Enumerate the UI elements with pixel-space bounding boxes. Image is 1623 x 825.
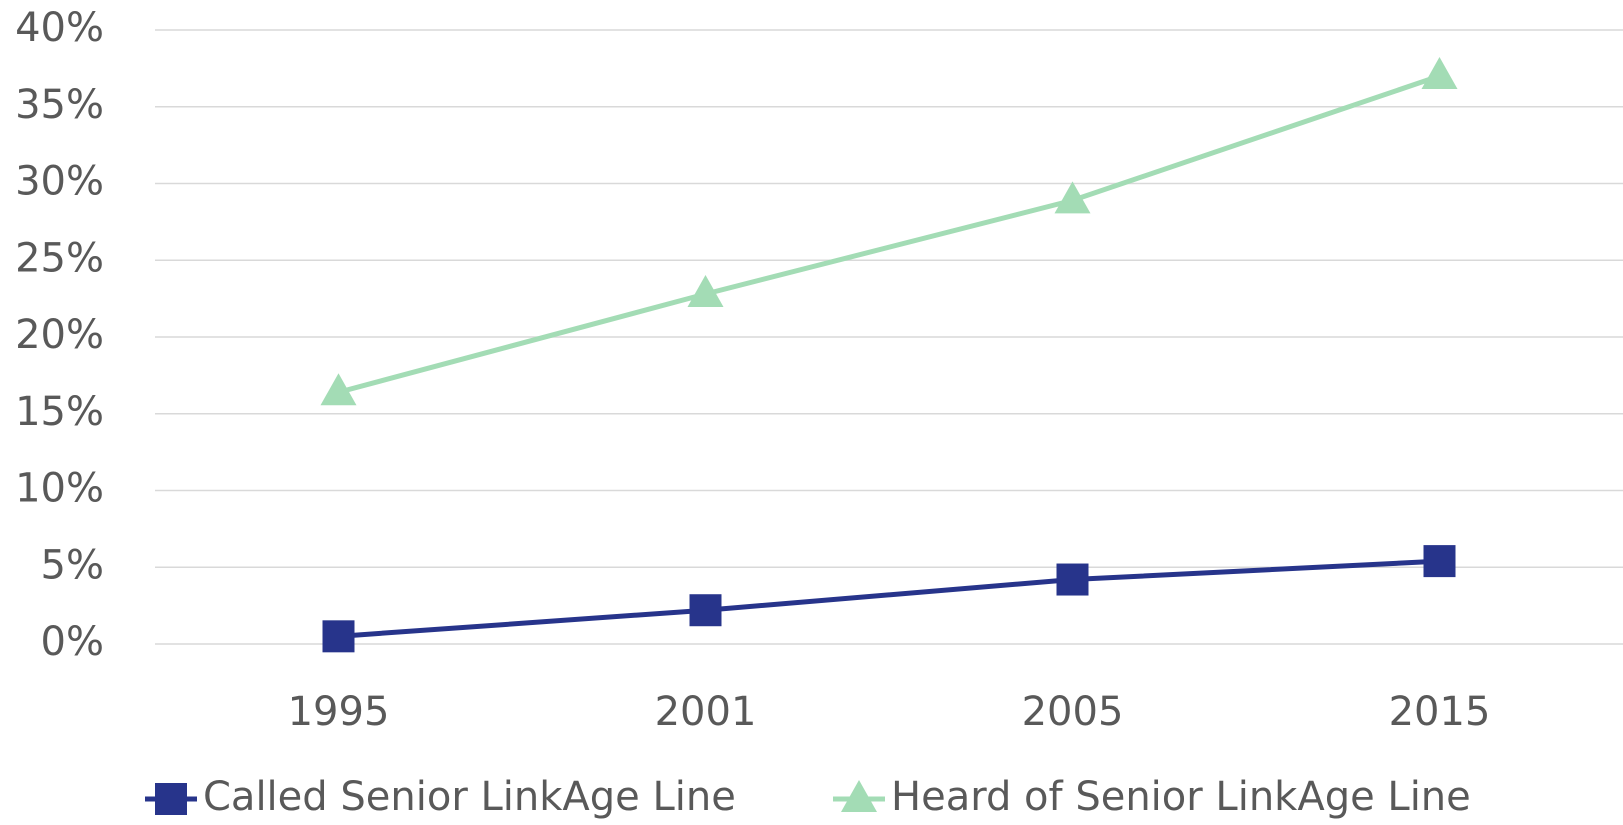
y-tick-label: 20% <box>15 312 104 358</box>
marker <box>322 620 355 653</box>
x-tick-label: 2001 <box>655 689 757 735</box>
y-tick-label: 5% <box>41 542 104 588</box>
marker <box>1423 545 1456 578</box>
marker <box>841 780 877 812</box>
marker <box>1054 181 1091 214</box>
marker <box>320 373 357 406</box>
x-tick-label: 2005 <box>1022 689 1124 735</box>
x-tick-label: 1995 <box>288 689 390 735</box>
y-tick-label: 35% <box>15 82 104 128</box>
y-tick-label: 30% <box>15 159 104 205</box>
legend-label: Heard of Senior LinkAge Line <box>891 774 1471 820</box>
marker <box>687 275 724 308</box>
y-tick-label: 10% <box>15 466 104 512</box>
y-tick-label: 15% <box>15 389 104 435</box>
series-line <box>338 558 1440 639</box>
y-tick-label: 25% <box>15 235 104 281</box>
marker <box>1421 57 1458 90</box>
marker <box>155 783 187 815</box>
y-tick-label: 40% <box>15 5 104 51</box>
series-line <box>337 73 1441 395</box>
marker <box>689 594 722 627</box>
marker <box>1056 563 1089 596</box>
x-tick-label: 2015 <box>1389 689 1491 735</box>
y-tick-label: 0% <box>41 619 104 665</box>
legend-label: Called Senior LinkAge Line <box>203 774 736 820</box>
